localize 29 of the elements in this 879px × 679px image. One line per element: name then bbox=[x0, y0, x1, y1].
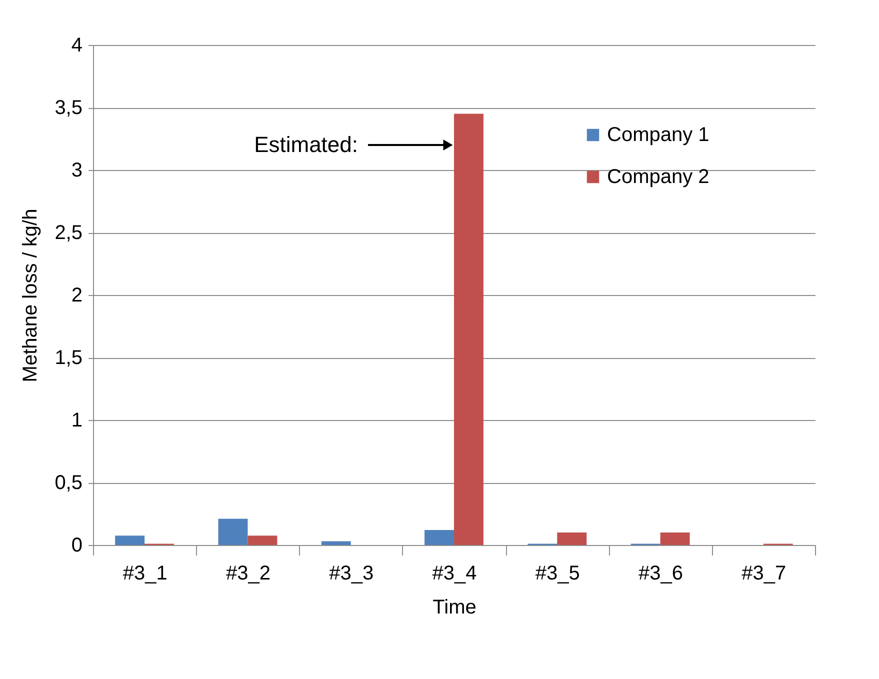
y-tick-label: 3 bbox=[71, 160, 82, 182]
x-tick-label: #3_7 bbox=[742, 562, 786, 584]
x-tick-label: #3_3 bbox=[329, 562, 374, 584]
y-tick-label: 3,5 bbox=[54, 97, 82, 119]
x-tick-label: #3_6 bbox=[638, 562, 684, 584]
bar bbox=[424, 530, 454, 545]
bar bbox=[660, 532, 690, 545]
y-axis-title: Methane loss / kg/h bbox=[20, 208, 42, 382]
y-tick-label: 2 bbox=[71, 284, 82, 306]
x-tick-label: #3_4 bbox=[432, 562, 477, 584]
bar bbox=[115, 536, 145, 545]
x-tick-label: #3_2 bbox=[226, 562, 270, 584]
x-tick-label: #3_1 bbox=[122, 562, 168, 584]
bar bbox=[248, 536, 278, 545]
annotation: Estimated: bbox=[254, 132, 358, 157]
x-axis-title: Time bbox=[432, 596, 476, 618]
y-tick-label: 1,5 bbox=[54, 347, 82, 369]
y-tick-label: 0 bbox=[71, 534, 82, 556]
bar bbox=[557, 532, 587, 545]
y-tick-label: 0,5 bbox=[54, 472, 82, 494]
x-tick-label: #3_5 bbox=[535, 562, 580, 584]
legend-label: Company 1 bbox=[607, 124, 710, 146]
bar bbox=[218, 518, 248, 545]
bar bbox=[454, 114, 484, 545]
bar bbox=[321, 541, 351, 545]
y-tick-label: 2,5 bbox=[54, 222, 82, 244]
y-tick-label: 1 bbox=[71, 410, 82, 432]
y-tick-label: 4 bbox=[71, 34, 82, 56]
legend-label: Company 2 bbox=[607, 166, 710, 188]
